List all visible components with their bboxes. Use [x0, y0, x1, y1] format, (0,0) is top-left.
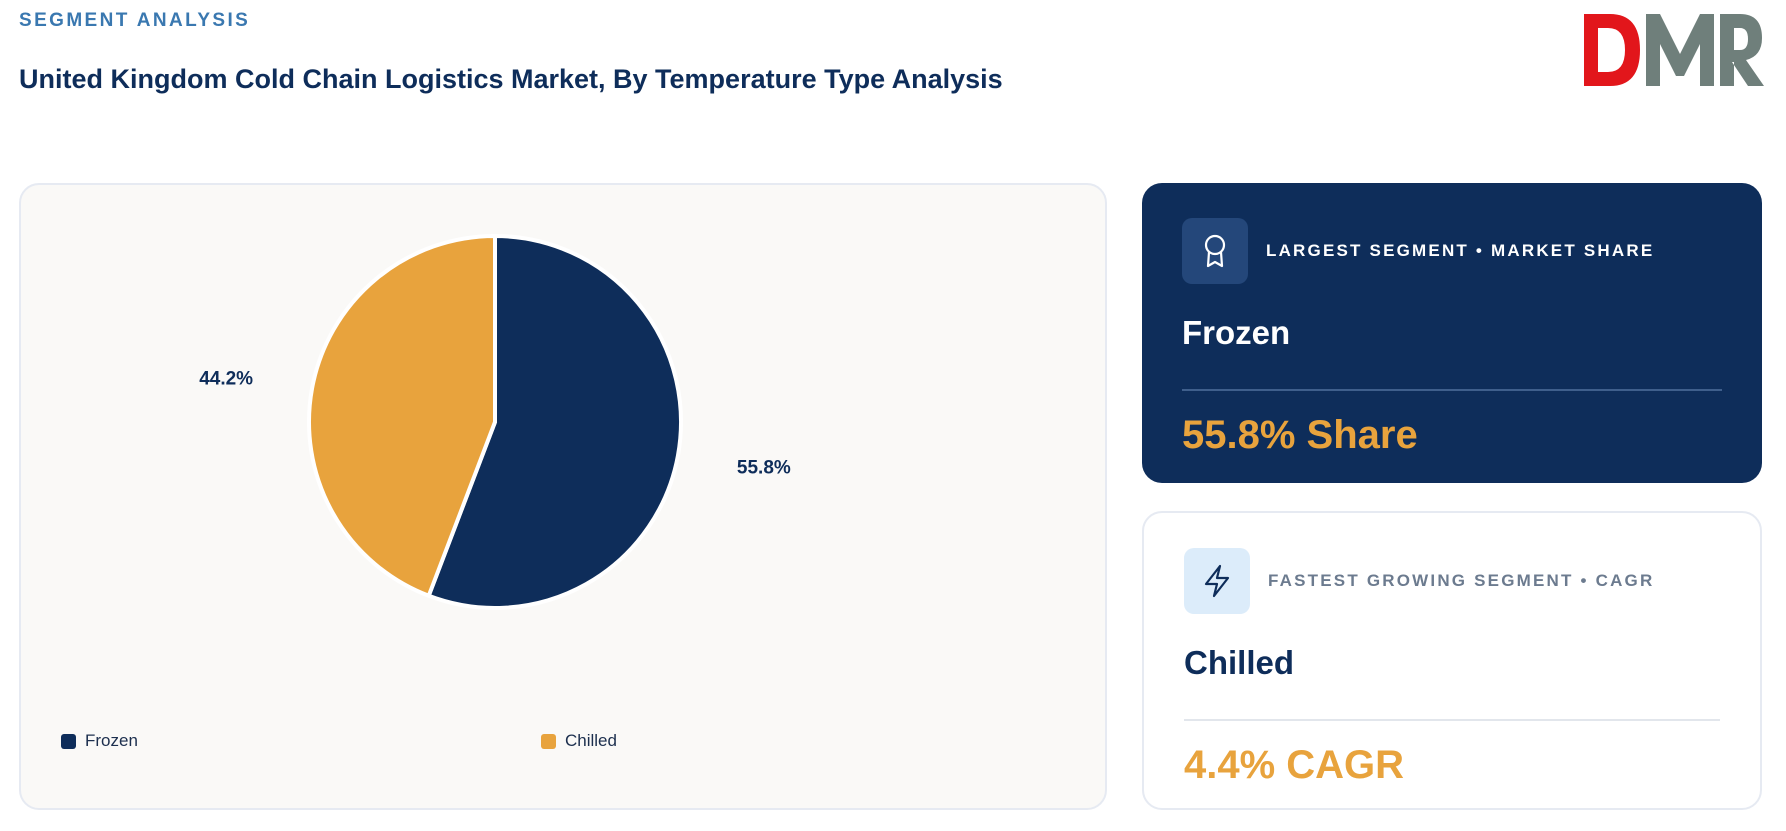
- page-title: United Kingdom Cold Chain Logistics Mark…: [19, 64, 1003, 94]
- legend-swatch-chilled: [541, 733, 556, 749]
- legend-label-frozen: Frozen: [85, 731, 138, 750]
- pie-chart-card: 55.8% 44.2% Frozen Chilled: [19, 183, 1107, 810]
- fastest-segment-card: FASTEST GROWING SEGMENT • CAGR Chilled 4…: [1142, 511, 1762, 810]
- award-icon: [1204, 234, 1226, 268]
- lightning-icon: [1204, 564, 1230, 598]
- legend-item-frozen[interactable]: Frozen: [61, 731, 138, 751]
- legend-label-chilled: Chilled: [565, 731, 617, 750]
- fastest-segment-name: Chilled: [1184, 644, 1295, 681]
- pie-label-chilled: 44.2%: [199, 368, 253, 389]
- pie-chart: 55.8% 44.2%: [199, 234, 791, 610]
- legend-item-chilled[interactable]: Chilled: [541, 731, 617, 751]
- logo-letter-m: [1646, 14, 1714, 86]
- largest-segment-share: 55.8% Share: [1182, 413, 1418, 457]
- largest-divider: [1182, 389, 1722, 391]
- logo-letter-r: [1720, 14, 1764, 86]
- eyebrow-label: SEGMENT ANALYSIS: [19, 10, 251, 31]
- logo-letter-d: [1584, 14, 1640, 86]
- fastest-segment-cagr: 4.4% CAGR: [1184, 743, 1405, 787]
- largest-segment-label: LARGEST SEGMENT • MARKET SHARE: [1266, 241, 1655, 260]
- pie-slice-chilled[interactable]: [307, 234, 497, 598]
- fastest-icon-box: [1184, 548, 1250, 614]
- fastest-divider: [1184, 719, 1720, 721]
- largest-segment-name: Frozen: [1182, 314, 1291, 351]
- pie-label-frozen: 55.8%: [737, 458, 791, 479]
- largest-icon-box: [1182, 218, 1248, 284]
- legend-swatch-frozen: [61, 733, 76, 749]
- pie-slice-frozen[interactable]: [426, 234, 683, 610]
- largest-segment-card: LARGEST SEGMENT • MARKET SHARE Frozen 55…: [1142, 183, 1762, 483]
- dmr-logo: [1584, 14, 1764, 86]
- fastest-segment-label: FASTEST GROWING SEGMENT • CAGR: [1268, 571, 1655, 590]
